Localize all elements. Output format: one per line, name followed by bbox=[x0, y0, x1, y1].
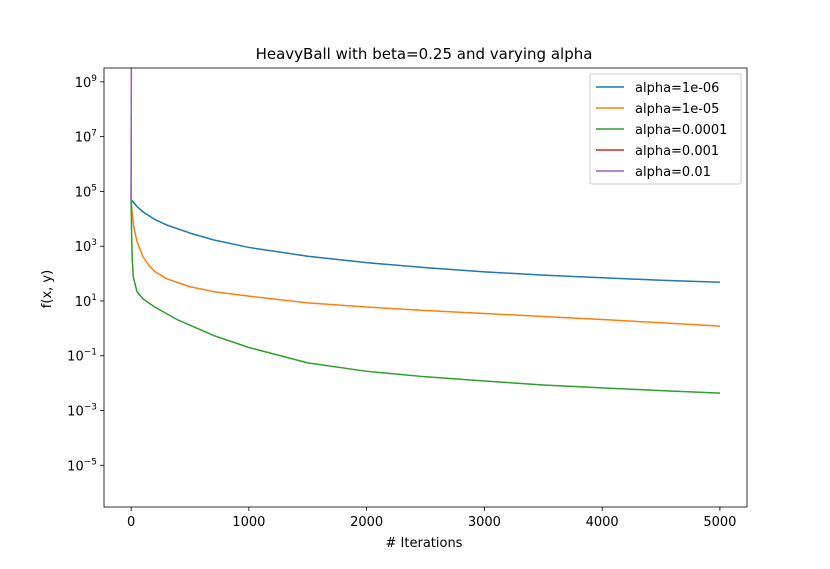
x-axis-ticks: 0 1000 2000 3000 4000 5000 bbox=[127, 507, 736, 530]
x-tick-label-0: 0 bbox=[127, 515, 135, 530]
legend-label-1: alpha=1e-05 bbox=[635, 102, 719, 117]
y-axis-ticks: 10−5 10−3 10−1 101 103 105 107 109 bbox=[67, 74, 104, 474]
legend-label-0: alpha=1e-06 bbox=[635, 81, 719, 96]
x-tick-label-1: 1000 bbox=[232, 515, 265, 530]
y-tick-label-1: 10−3 bbox=[67, 403, 97, 420]
x-axis-label: # Iterations bbox=[386, 536, 463, 551]
series-line-0 bbox=[130, 199, 720, 284]
chart-title: HeavyBall with beta=0.25 and varying alp… bbox=[256, 45, 593, 63]
y-tick-label-3: 101 bbox=[75, 293, 97, 310]
legend-label-2: alpha=0.0001 bbox=[635, 123, 727, 138]
y-tick-label-7: 109 bbox=[75, 74, 98, 91]
y-tick-label-4: 103 bbox=[75, 238, 97, 255]
series-line-1 bbox=[130, 199, 720, 327]
legend: alpha=1e-06 alpha=1e-05 alpha=0.0001 alpha=… bbox=[589, 73, 742, 185]
legend-label-3: alpha=0.001 bbox=[635, 144, 719, 159]
series-line-2 bbox=[130, 199, 720, 394]
x-tick-label-4: 4000 bbox=[586, 515, 619, 530]
y-tick-label-6: 107 bbox=[75, 129, 97, 146]
legend-box bbox=[589, 73, 742, 185]
series-lines bbox=[130, 68, 720, 394]
legend-label-4: alpha=0.01 bbox=[635, 165, 711, 180]
plot-area bbox=[103, 67, 748, 508]
y-tick-label-5: 105 bbox=[75, 183, 97, 200]
y-axis-label: f(x, y) bbox=[40, 270, 55, 308]
plot-frame bbox=[103, 67, 748, 508]
x-tick-label-3: 3000 bbox=[468, 515, 501, 530]
y-tick-label-2: 10−1 bbox=[67, 348, 97, 365]
x-tick-label-5: 5000 bbox=[703, 515, 736, 530]
x-tick-label-2: 2000 bbox=[350, 515, 383, 530]
y-tick-label-0: 10−5 bbox=[67, 457, 97, 474]
